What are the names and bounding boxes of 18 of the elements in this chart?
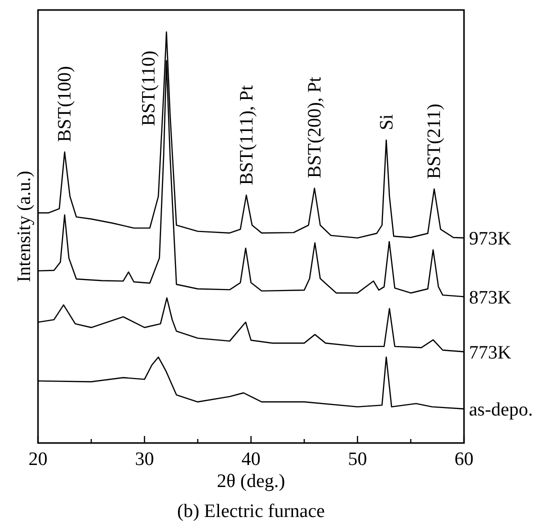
x-tick-label: 40 bbox=[242, 449, 260, 470]
text: (b) Electric furnace bbox=[177, 501, 325, 522]
y-axis-title: Intensity (a.u.) bbox=[14, 170, 35, 282]
x-tick-label: 20 bbox=[28, 449, 48, 470]
series-label: 873K bbox=[469, 287, 512, 308]
x-tick-label: 60 bbox=[454, 449, 474, 470]
x-axis-title: 2θ (deg.) bbox=[216, 471, 286, 492]
annotation: BST(200), Pt bbox=[304, 76, 326, 178]
x-tick-label: 50 bbox=[348, 449, 367, 470]
annotation: Si bbox=[376, 114, 398, 130]
series-label: as-depo. bbox=[469, 400, 533, 421]
series-label: 773K bbox=[469, 342, 512, 364]
series-label: 973K bbox=[469, 228, 512, 250]
annotation: BST(211) bbox=[424, 104, 446, 179]
annotation: BST(111), Pt bbox=[236, 84, 258, 186]
annotation: BST(100) bbox=[54, 66, 76, 142]
annotation: BST(110) bbox=[138, 50, 160, 126]
x-tick-label: 30 bbox=[135, 449, 154, 470]
